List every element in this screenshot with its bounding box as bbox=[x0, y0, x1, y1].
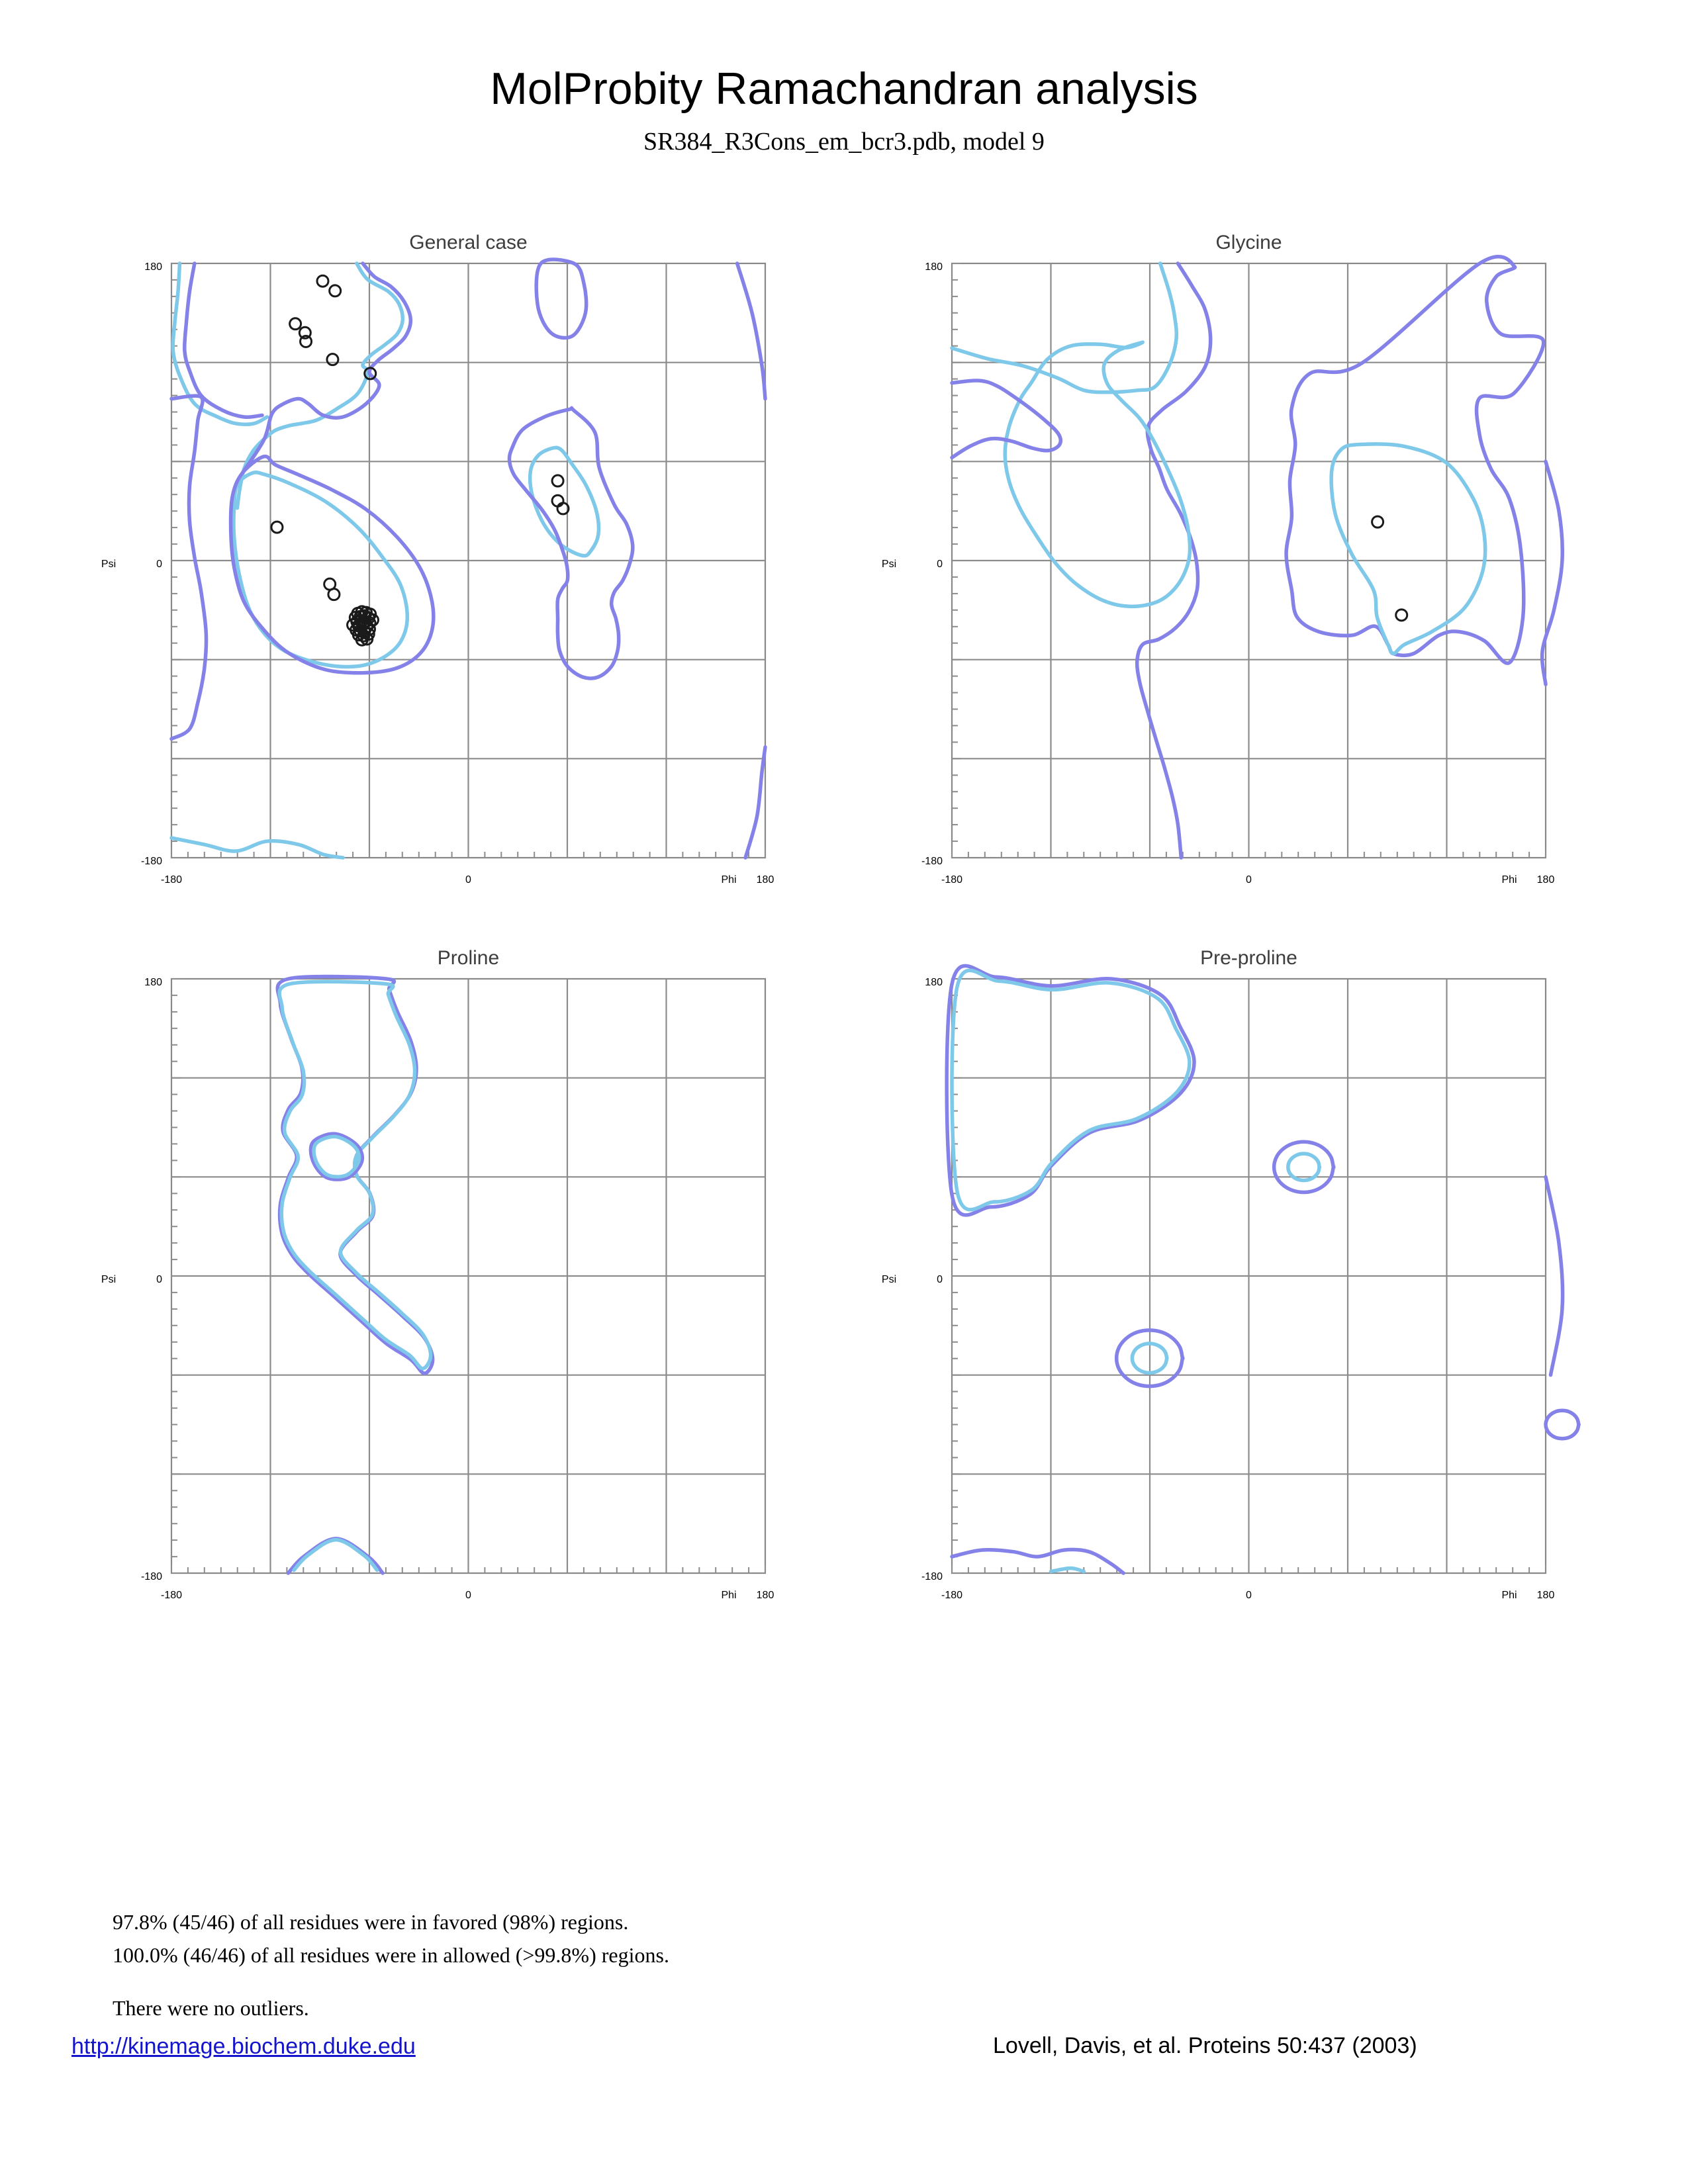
svg-text:-180: -180 bbox=[161, 1590, 182, 1601]
svg-text:-180: -180 bbox=[141, 856, 162, 867]
svg-text:180: 180 bbox=[1537, 1590, 1555, 1601]
svg-text:0: 0 bbox=[465, 874, 471, 886]
svg-text:Phi: Phi bbox=[1501, 874, 1517, 886]
svg-text:-180: -180 bbox=[941, 1590, 962, 1601]
svg-text:0: 0 bbox=[156, 559, 162, 570]
svg-text:Psi: Psi bbox=[882, 1274, 896, 1285]
svg-text:180: 180 bbox=[144, 261, 162, 273]
svg-text:-180: -180 bbox=[141, 1571, 162, 1582]
svg-text:180: 180 bbox=[925, 261, 943, 273]
svg-text:-180: -180 bbox=[161, 874, 182, 886]
svg-text:0: 0 bbox=[1246, 1590, 1252, 1601]
svg-text:General case: General case bbox=[409, 232, 527, 253]
svg-text:180: 180 bbox=[144, 977, 162, 988]
svg-text:Phi: Phi bbox=[1501, 1590, 1517, 1601]
svg-text:Proline: Proline bbox=[438, 947, 499, 969]
svg-text:Pre-proline: Pre-proline bbox=[1200, 947, 1297, 969]
svg-text:-180: -180 bbox=[921, 1571, 943, 1582]
svg-text:-180: -180 bbox=[921, 856, 943, 867]
svg-text:Glycine: Glycine bbox=[1215, 232, 1282, 253]
svg-text:0: 0 bbox=[937, 559, 943, 570]
svg-text:0: 0 bbox=[156, 1274, 162, 1285]
svg-text:180: 180 bbox=[1537, 874, 1555, 886]
svg-text:Psi: Psi bbox=[101, 559, 116, 570]
svg-text:Psi: Psi bbox=[101, 1274, 116, 1285]
svg-text:0: 0 bbox=[937, 1274, 943, 1285]
svg-text:180: 180 bbox=[925, 977, 943, 988]
svg-text:Phi: Phi bbox=[721, 874, 736, 886]
svg-text:180: 180 bbox=[757, 1590, 774, 1601]
svg-text:0: 0 bbox=[465, 1590, 471, 1601]
svg-text:Psi: Psi bbox=[882, 559, 896, 570]
svg-text:Phi: Phi bbox=[721, 1590, 736, 1601]
svg-text:0: 0 bbox=[1246, 874, 1252, 886]
svg-text:180: 180 bbox=[757, 874, 774, 886]
svg-text:-180: -180 bbox=[941, 874, 962, 886]
